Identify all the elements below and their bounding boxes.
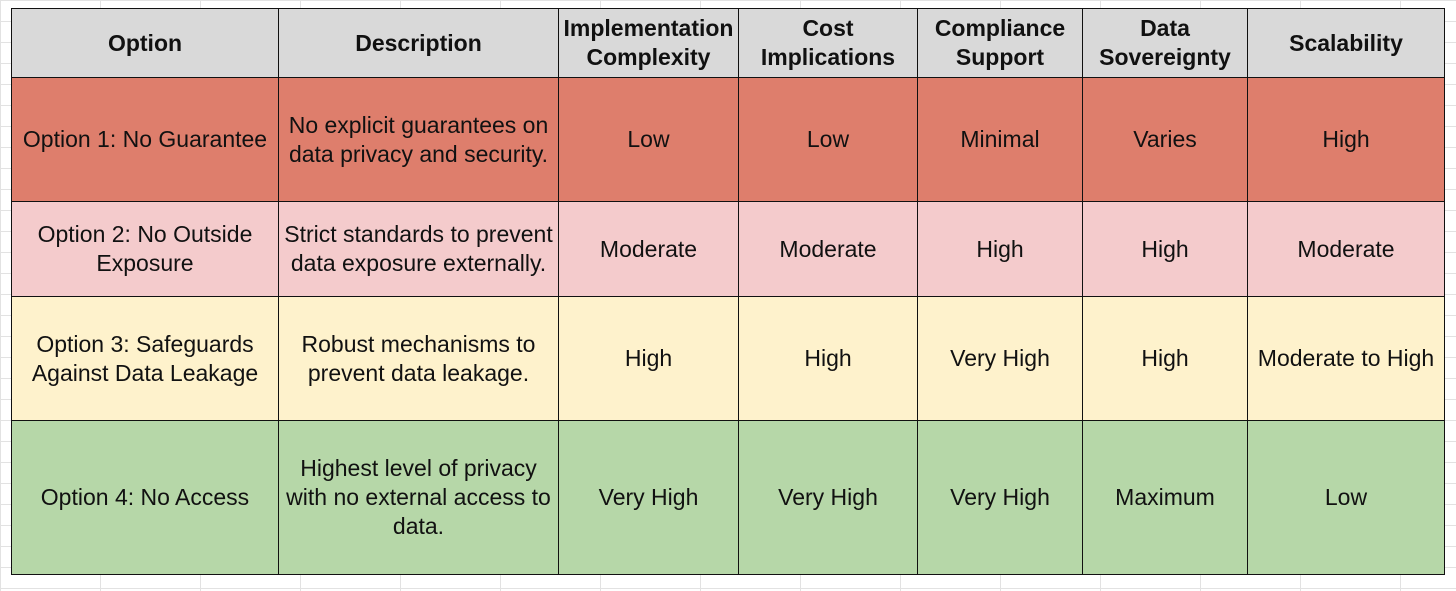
cell-compliance-support[interactable]: Minimal xyxy=(917,77,1083,202)
header-text: Implementation xyxy=(563,15,734,41)
header-description[interactable]: Description xyxy=(278,8,559,78)
header-text: Compliance xyxy=(934,15,1066,41)
cell-description[interactable]: Highest level of privacy with no externa… xyxy=(278,420,559,575)
cell-scalability[interactable]: Moderate xyxy=(1247,201,1445,297)
header-text: Description xyxy=(355,29,482,56)
header-scalability[interactable]: Scalability xyxy=(1247,8,1445,78)
cell-option[interactable]: Option 2: No Outside Exposure xyxy=(11,201,279,297)
table-row: Option 2: No Outside Exposure Strict sta… xyxy=(11,201,1445,297)
header-text: Sovereignty xyxy=(1099,44,1231,70)
cell-cost-implications[interactable]: Moderate xyxy=(738,201,918,297)
cell-scalability[interactable]: Low xyxy=(1247,420,1445,575)
header-text: Implications xyxy=(760,44,896,70)
cell-cost-implications[interactable]: High xyxy=(738,296,918,421)
header-data-sovereignty[interactable]: Data Sovereignty xyxy=(1082,8,1248,78)
cell-data-sovereignty[interactable]: Varies xyxy=(1082,77,1248,202)
cell-data-sovereignty[interactable]: High xyxy=(1082,201,1248,297)
table-row: Option 1: No Guarantee No explicit guara… xyxy=(11,77,1445,202)
cell-description[interactable]: Robust mechanisms to prevent data leakag… xyxy=(278,296,559,421)
cell-compliance-support[interactable]: Very High xyxy=(917,420,1083,575)
comparison-table: Option Description Implementation Comple… xyxy=(11,8,1445,575)
cell-description[interactable]: No explicit guarantees on data privacy a… xyxy=(278,77,559,202)
cell-implementation-complexity[interactable]: Moderate xyxy=(558,201,739,297)
cell-scalability[interactable]: Moderate to High xyxy=(1247,296,1445,421)
cell-implementation-complexity[interactable]: Low xyxy=(558,77,739,202)
cell-implementation-complexity[interactable]: High xyxy=(558,296,739,421)
cell-compliance-support[interactable]: High xyxy=(917,201,1083,297)
header-text: Cost xyxy=(802,15,854,41)
cell-option[interactable]: Option 4: No Access xyxy=(11,420,279,575)
header-cost-implications[interactable]: Cost Implications xyxy=(738,8,918,78)
cell-data-sovereignty[interactable]: High xyxy=(1082,296,1248,421)
cell-cost-implications[interactable]: Low xyxy=(738,77,918,202)
cell-data-sovereignty[interactable]: Maximum xyxy=(1082,420,1248,575)
header-row: Option Description Implementation Comple… xyxy=(11,8,1445,78)
table-row: Option 3: Safeguards Against Data Leakag… xyxy=(11,296,1445,421)
header-text: Scalability xyxy=(1289,29,1403,56)
cell-option[interactable]: Option 1: No Guarantee xyxy=(11,77,279,202)
header-text: Data xyxy=(1140,15,1190,41)
header-text: Complexity xyxy=(586,44,711,70)
header-compliance-support[interactable]: Compliance Support xyxy=(917,8,1083,78)
header-text: Support xyxy=(955,44,1045,70)
cell-scalability[interactable]: High xyxy=(1247,77,1445,202)
cell-description[interactable]: Strict standards to prevent data exposur… xyxy=(278,201,559,297)
table-row: Option 4: No Access Highest level of pri… xyxy=(11,420,1445,575)
cell-cost-implications[interactable]: Very High xyxy=(738,420,918,575)
cell-option[interactable]: Option 3: Safeguards Against Data Leakag… xyxy=(11,296,279,421)
header-implementation-complexity[interactable]: Implementation Complexity xyxy=(558,8,739,78)
cell-implementation-complexity[interactable]: Very High xyxy=(558,420,739,575)
cell-compliance-support[interactable]: Very High xyxy=(917,296,1083,421)
header-text: Option xyxy=(107,29,183,56)
header-option[interactable]: Option xyxy=(11,8,279,78)
